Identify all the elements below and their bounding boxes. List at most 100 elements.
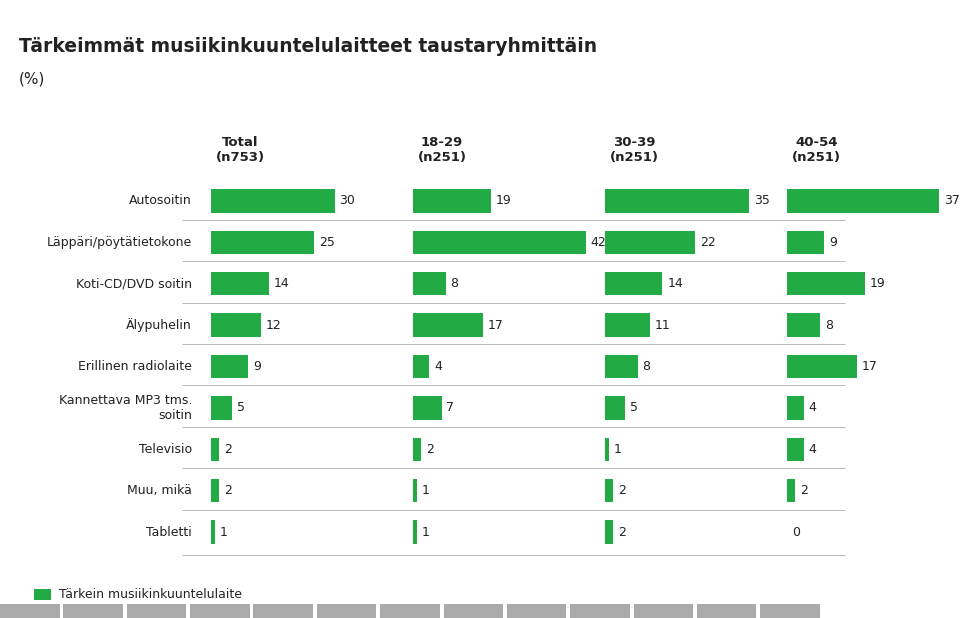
FancyBboxPatch shape xyxy=(787,479,796,502)
Text: 5: 5 xyxy=(630,401,638,415)
FancyBboxPatch shape xyxy=(211,189,335,213)
Text: 2: 2 xyxy=(618,484,626,497)
Text: 40-54
(n251): 40-54 (n251) xyxy=(792,136,841,164)
FancyBboxPatch shape xyxy=(570,604,630,618)
Text: 1: 1 xyxy=(220,525,228,539)
Text: Läppäri/pöytätietokone: Läppäri/pöytätietokone xyxy=(47,235,192,249)
FancyBboxPatch shape xyxy=(211,313,260,337)
FancyBboxPatch shape xyxy=(605,479,613,502)
FancyBboxPatch shape xyxy=(413,520,417,544)
FancyBboxPatch shape xyxy=(605,396,625,420)
Text: 4: 4 xyxy=(808,401,816,415)
FancyBboxPatch shape xyxy=(605,520,613,544)
Text: 19: 19 xyxy=(495,194,512,208)
FancyBboxPatch shape xyxy=(605,189,749,213)
FancyBboxPatch shape xyxy=(697,604,756,618)
Text: 1: 1 xyxy=(421,484,429,497)
FancyBboxPatch shape xyxy=(211,520,215,544)
FancyBboxPatch shape xyxy=(34,590,51,601)
FancyBboxPatch shape xyxy=(190,604,250,618)
Text: Muu, mikä: Muu, mikä xyxy=(127,484,192,497)
Text: 2: 2 xyxy=(225,484,232,497)
FancyBboxPatch shape xyxy=(413,355,429,378)
Text: Televisio: Televisio xyxy=(139,442,192,456)
Text: 30: 30 xyxy=(340,194,355,208)
Text: 8: 8 xyxy=(825,318,833,332)
FancyBboxPatch shape xyxy=(634,604,693,618)
FancyBboxPatch shape xyxy=(63,604,123,618)
FancyBboxPatch shape xyxy=(787,396,804,420)
Text: 18-29
(n251): 18-29 (n251) xyxy=(418,136,467,164)
Text: 37: 37 xyxy=(945,194,960,208)
FancyBboxPatch shape xyxy=(413,479,417,502)
Text: Tärkein musiikinkuuntelulaite: Tärkein musiikinkuuntelulaite xyxy=(59,588,242,601)
FancyBboxPatch shape xyxy=(211,438,220,461)
FancyBboxPatch shape xyxy=(787,231,825,254)
Text: 17: 17 xyxy=(488,318,503,332)
Text: Tabletti: Tabletti xyxy=(146,525,192,539)
Text: Koti-CD/DVD soitin: Koti-CD/DVD soitin xyxy=(76,277,192,290)
Text: 2: 2 xyxy=(618,525,626,539)
FancyBboxPatch shape xyxy=(787,438,804,461)
Text: Erillinen radiolaite: Erillinen radiolaite xyxy=(78,360,192,373)
FancyBboxPatch shape xyxy=(605,231,695,254)
Text: 2: 2 xyxy=(801,484,808,497)
FancyBboxPatch shape xyxy=(253,604,313,618)
Text: Kannettava MP3 tms.
soitin: Kannettava MP3 tms. soitin xyxy=(59,394,192,422)
Text: 14: 14 xyxy=(274,277,289,290)
Text: 42: 42 xyxy=(590,235,606,249)
Text: 22: 22 xyxy=(700,235,716,249)
FancyBboxPatch shape xyxy=(605,313,650,337)
Text: Autosoitin: Autosoitin xyxy=(130,194,192,208)
Text: 0: 0 xyxy=(792,525,800,539)
Text: (%): (%) xyxy=(19,71,45,86)
Text: 1: 1 xyxy=(613,442,621,456)
FancyBboxPatch shape xyxy=(413,189,491,213)
FancyBboxPatch shape xyxy=(605,272,662,295)
FancyBboxPatch shape xyxy=(413,396,442,420)
FancyBboxPatch shape xyxy=(787,189,940,213)
FancyBboxPatch shape xyxy=(413,272,445,295)
Text: 7: 7 xyxy=(446,401,454,415)
FancyBboxPatch shape xyxy=(211,272,269,295)
Text: 9: 9 xyxy=(829,235,837,249)
Text: Tärkeimmät musiikinkuuntelulaitteet taustaryhmittäin: Tärkeimmät musiikinkuuntelulaitteet taus… xyxy=(19,37,597,56)
Text: 5: 5 xyxy=(236,401,245,415)
Text: 12: 12 xyxy=(265,318,281,332)
FancyBboxPatch shape xyxy=(444,604,503,618)
FancyBboxPatch shape xyxy=(413,313,483,337)
Text: 19: 19 xyxy=(870,277,886,290)
FancyBboxPatch shape xyxy=(317,604,376,618)
Text: 14: 14 xyxy=(667,277,683,290)
Text: 4: 4 xyxy=(434,360,442,373)
Text: 35: 35 xyxy=(754,194,770,208)
FancyBboxPatch shape xyxy=(211,231,314,254)
FancyBboxPatch shape xyxy=(787,355,857,378)
Text: 8: 8 xyxy=(450,277,459,290)
FancyBboxPatch shape xyxy=(787,272,865,295)
FancyBboxPatch shape xyxy=(127,604,186,618)
Text: 11: 11 xyxy=(655,318,671,332)
FancyBboxPatch shape xyxy=(507,604,566,618)
FancyBboxPatch shape xyxy=(605,438,609,461)
FancyBboxPatch shape xyxy=(787,313,820,337)
FancyBboxPatch shape xyxy=(380,604,440,618)
Text: 1: 1 xyxy=(421,525,429,539)
Text: 2: 2 xyxy=(225,442,232,456)
Text: Total
(n753): Total (n753) xyxy=(216,136,265,164)
FancyBboxPatch shape xyxy=(413,231,586,254)
FancyBboxPatch shape xyxy=(211,396,231,420)
Text: 9: 9 xyxy=(253,360,261,373)
FancyBboxPatch shape xyxy=(605,355,637,378)
Text: 2: 2 xyxy=(426,442,434,456)
Text: 4: 4 xyxy=(808,442,816,456)
Text: 30-39
(n251): 30-39 (n251) xyxy=(610,136,659,164)
Text: Älypuhelin: Älypuhelin xyxy=(127,318,192,332)
Text: 17: 17 xyxy=(862,360,877,373)
FancyBboxPatch shape xyxy=(413,438,421,461)
FancyBboxPatch shape xyxy=(0,604,60,618)
Text: 25: 25 xyxy=(319,235,335,249)
FancyBboxPatch shape xyxy=(760,604,820,618)
FancyBboxPatch shape xyxy=(211,355,249,378)
Text: 8: 8 xyxy=(642,360,651,373)
